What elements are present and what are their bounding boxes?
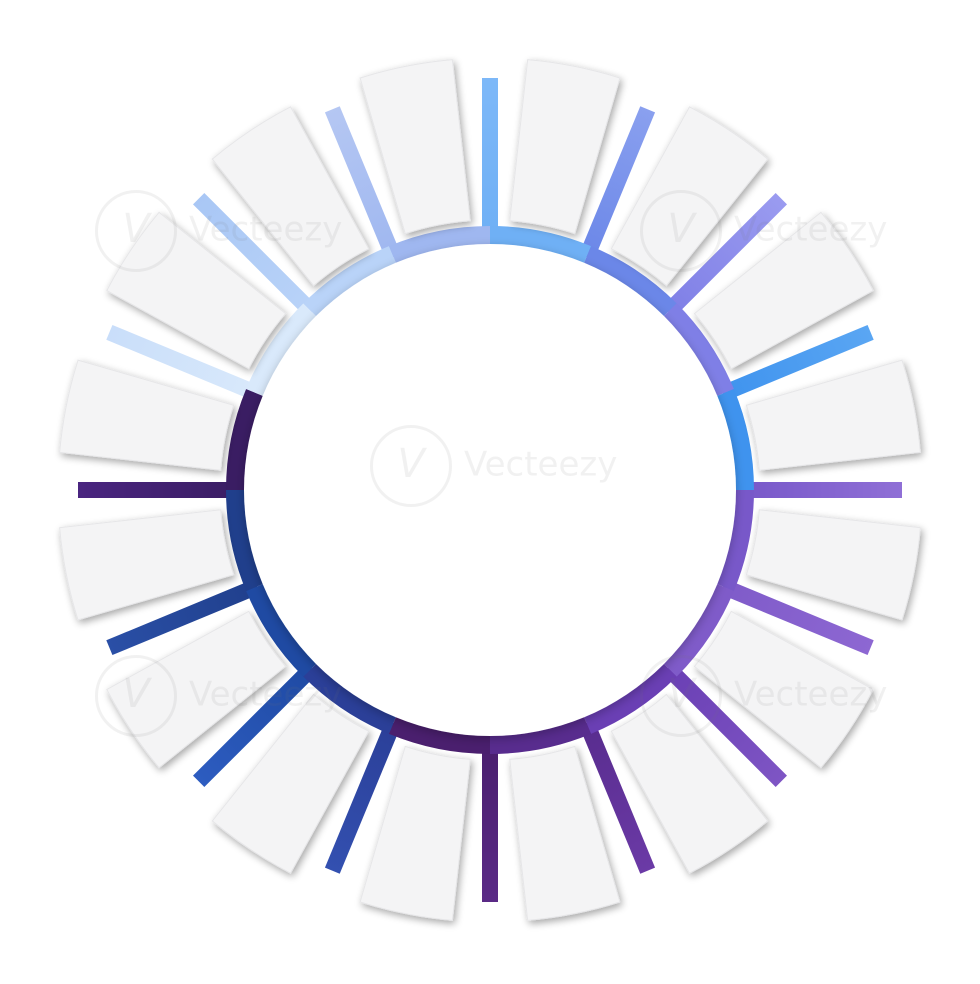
ray-divider xyxy=(193,193,318,318)
segment-tab xyxy=(59,509,235,621)
ray-divider xyxy=(106,579,261,656)
ring-segment xyxy=(661,582,734,677)
ray-divider xyxy=(662,193,787,318)
ray-divider xyxy=(324,719,401,874)
ray-divider xyxy=(106,324,261,401)
center-circle xyxy=(244,244,736,736)
ring-segment xyxy=(582,246,677,319)
ray-divider xyxy=(579,106,656,261)
segment-tab xyxy=(610,106,769,287)
ring-segment xyxy=(582,661,677,734)
ray-divider xyxy=(193,662,318,787)
segment-tab xyxy=(745,359,921,471)
ring-segment xyxy=(246,303,319,398)
ray-divider xyxy=(662,662,787,787)
segment-tabs xyxy=(59,59,921,921)
ring-segment xyxy=(246,582,319,677)
ring-segment xyxy=(661,303,734,398)
segment-tab xyxy=(610,693,769,874)
segment-tab xyxy=(106,610,287,769)
segment-tab xyxy=(693,211,874,370)
segment-tab xyxy=(745,509,921,621)
segment-tab xyxy=(106,211,287,370)
segment-tab xyxy=(693,610,874,769)
ray-divider xyxy=(324,106,401,261)
segment-tab xyxy=(509,59,621,235)
ray-divider xyxy=(719,324,874,401)
segment-tab xyxy=(211,693,370,874)
color-rays xyxy=(78,78,902,902)
segment-tab xyxy=(211,106,370,287)
ray-divider xyxy=(719,579,874,656)
segment-tab xyxy=(359,745,471,921)
segment-tab xyxy=(359,59,471,235)
ring-segment xyxy=(303,246,398,319)
ray-divider xyxy=(579,719,656,874)
segment-tab xyxy=(59,359,235,471)
ring-segment xyxy=(303,661,398,734)
segment-tab xyxy=(509,745,621,921)
